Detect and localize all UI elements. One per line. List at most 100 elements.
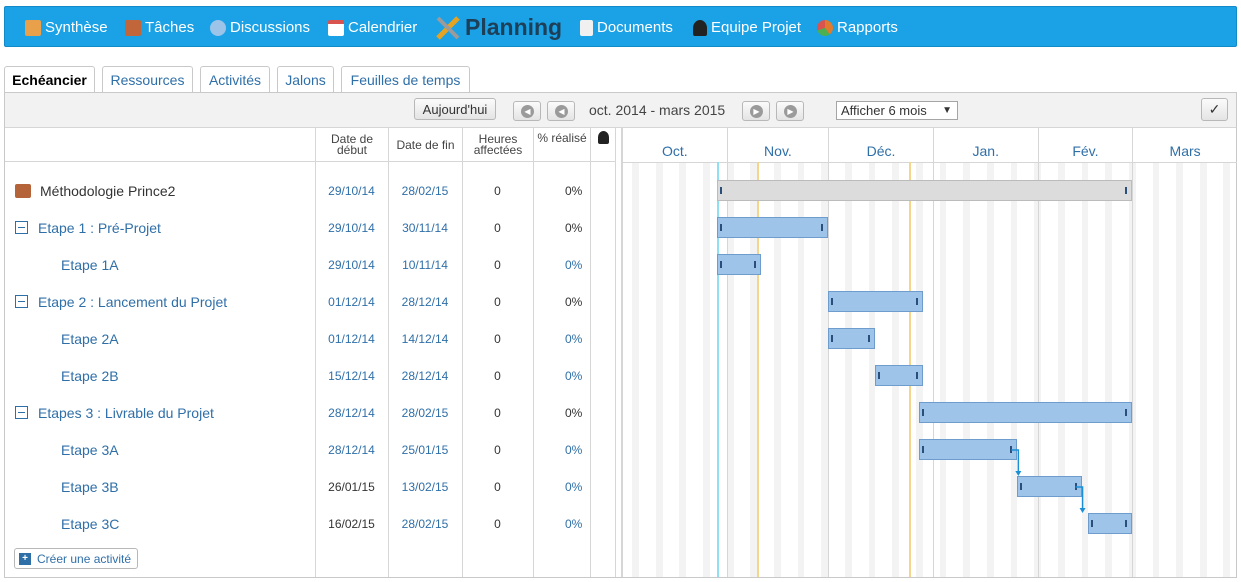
nav-label: Planning	[465, 14, 563, 40]
table-row[interactable]: Etape 2A 01/12/14 14/12/14 0 0%	[5, 320, 615, 357]
resize-handle-right[interactable]	[1125, 187, 1128, 194]
task-bar[interactable]	[716, 217, 829, 238]
start-date-cell: 29/10/14	[328, 220, 375, 235]
collapse-icon[interactable]	[15, 406, 28, 419]
table-row[interactable]: Etape 2 : Lancement du Projet 01/12/14 28/…	[5, 283, 615, 320]
next-button[interactable]: ▶	[742, 101, 770, 121]
task-bar[interactable]	[716, 180, 1133, 201]
project-icon	[15, 183, 31, 198]
table-row[interactable]: Etape 1A 29/10/14 10/11/14 0 0%	[5, 246, 615, 283]
nav-equipe-projet[interactable]: Equipe Projet	[693, 7, 801, 48]
task-name-cell[interactable]: Etape 3C	[61, 505, 119, 542]
hours-cell: 0	[494, 257, 501, 272]
resize-handle-right[interactable]	[821, 224, 824, 231]
resize-handle-right[interactable]	[1125, 409, 1128, 416]
task-name-cell[interactable]: Etapes 3 : Livrable du Projet	[15, 394, 214, 431]
prev-button[interactable]: ◀	[547, 101, 575, 121]
task-name-cell[interactable]: Etape 3A	[61, 431, 119, 468]
task-name-cell[interactable]: Etape 1A	[61, 246, 119, 283]
last-icon: ▶	[784, 105, 797, 118]
task-name-cell[interactable]: Etape 2B	[61, 357, 119, 394]
top-navigation: Synthèse Tâches Discussions Calendrier P…	[4, 6, 1237, 47]
tab-ressources[interactable]: Ressources	[102, 66, 193, 92]
end-date-cell: 28/02/15	[401, 405, 449, 420]
task-bar[interactable]	[716, 254, 761, 275]
resize-handle-left[interactable]	[922, 446, 925, 453]
col-end-date[interactable]: Date de fin	[388, 128, 462, 162]
task-name-cell[interactable]: Etape 2 : Lancement du Projet	[15, 283, 227, 320]
first-icon: ◀	[521, 105, 534, 118]
col-done[interactable]: % réalisé	[533, 128, 590, 162]
resize-handle-left[interactable]	[831, 298, 834, 305]
resize-handle-right[interactable]	[868, 335, 871, 342]
create-activity-button[interactable]: + Créer une activité	[14, 548, 139, 569]
resize-handle-left[interactable]	[831, 335, 834, 342]
resize-handle-left[interactable]	[719, 261, 722, 268]
start-date-cell: 29/10/14	[328, 183, 375, 198]
weekend-stripe	[986, 162, 994, 577]
resize-handle-left[interactable]	[719, 224, 722, 231]
table-row[interactable]: Etape 3A 28/12/14 25/01/15 0 0%	[5, 431, 615, 468]
collapse-icon[interactable]	[15, 221, 28, 234]
start-date-cell: 29/10/14	[328, 257, 375, 272]
nav-rapports[interactable]: Rapports	[817, 7, 898, 48]
col-hours[interactable]: Heures affectées	[462, 128, 533, 162]
collapse-icon[interactable]	[15, 295, 28, 308]
resize-handle-left[interactable]	[878, 372, 881, 379]
resize-handle-right[interactable]	[1125, 520, 1128, 527]
resize-handle-right[interactable]	[915, 372, 918, 379]
col-start-date[interactable]: Date de début	[315, 128, 388, 162]
task-bar[interactable]	[919, 402, 1133, 423]
nav-planning[interactable]: Planning	[435, 7, 562, 48]
milestone-line	[757, 162, 760, 577]
resize-handle-right[interactable]	[753, 261, 756, 268]
task-name-cell[interactable]: Etape 1 : Pré-Projet	[15, 209, 161, 246]
last-button[interactable]: ▶	[776, 101, 804, 121]
period-select[interactable]: Afficher 6 mois ▼	[836, 101, 958, 120]
task-name-cell[interactable]: Méthodologie Prince2	[15, 172, 175, 209]
task-name: Etape 2 : Lancement du Projet	[38, 293, 228, 310]
resize-handle-left[interactable]	[1091, 520, 1094, 527]
validate-button[interactable]: ✓	[1201, 98, 1228, 121]
task-bar[interactable]	[828, 328, 876, 349]
task-name-cell[interactable]: Etape 2A	[61, 320, 119, 357]
tab-feuilles-de-temps[interactable]: Feuilles de temps	[341, 66, 470, 92]
resize-handle-left[interactable]	[922, 409, 925, 416]
today-button[interactable]: Aujourd'hui	[414, 98, 496, 120]
table-row[interactable]: Etapes 3 : Livrable du Projet 28/12/14 28/…	[5, 394, 615, 431]
resize-handle-left[interactable]	[1020, 483, 1023, 490]
task-bar[interactable]	[875, 365, 923, 386]
weekend-stripe	[750, 162, 758, 577]
table-row[interactable]: Etape 1 : Pré-Projet 29/10/14 30/11/14 0 0%	[5, 209, 615, 246]
table-row[interactable]: Etape 3C 16/02/15 28/02/15 0 0%	[5, 505, 615, 542]
weekend-stripe	[1152, 162, 1160, 577]
col-divider	[462, 162, 463, 577]
tab-jalons[interactable]: Jalons	[277, 66, 334, 92]
month-divider	[1132, 162, 1134, 577]
col-divider	[533, 162, 534, 577]
nav-documents[interactable]: Documents	[580, 7, 673, 48]
task-bar[interactable]	[1017, 476, 1082, 497]
nav-taches[interactable]: Tâches	[125, 7, 194, 48]
task-name: Etape 1A	[61, 256, 119, 273]
first-button[interactable]: ◀	[513, 101, 541, 121]
nav-synthese[interactable]: Synthèse	[25, 7, 108, 48]
nav-discussions[interactable]: Discussions	[210, 7, 310, 48]
col-resource[interactable]	[590, 128, 615, 162]
done-cell: 0%	[565, 257, 583, 272]
start-date-cell: 01/12/14	[328, 331, 375, 346]
resize-handle-right[interactable]	[915, 298, 918, 305]
task-bar[interactable]	[1088, 513, 1133, 534]
table-row[interactable]: Etape 2B 15/12/14 28/12/14 0 0%	[5, 357, 615, 394]
hours-cell: 0	[494, 405, 501, 420]
task-bar[interactable]	[828, 291, 923, 312]
resize-handle-left[interactable]	[719, 187, 722, 194]
nav-calendrier[interactable]: Calendrier	[328, 7, 417, 48]
end-date-cell: 25/01/15	[401, 442, 449, 457]
end-date-cell: 14/12/14	[401, 331, 449, 346]
table-row[interactable]: Etape 3B 26/01/15 13/02/15 0 0%	[5, 468, 615, 505]
tab-activites[interactable]: Activités	[200, 66, 270, 92]
tab-echeancier[interactable]: Echéancier	[4, 66, 95, 93]
table-row[interactable]: Méthodologie Prince2 29/10/14 28/02/15 0 0%	[5, 172, 615, 209]
task-name-cell[interactable]: Etape 3B	[61, 468, 119, 505]
